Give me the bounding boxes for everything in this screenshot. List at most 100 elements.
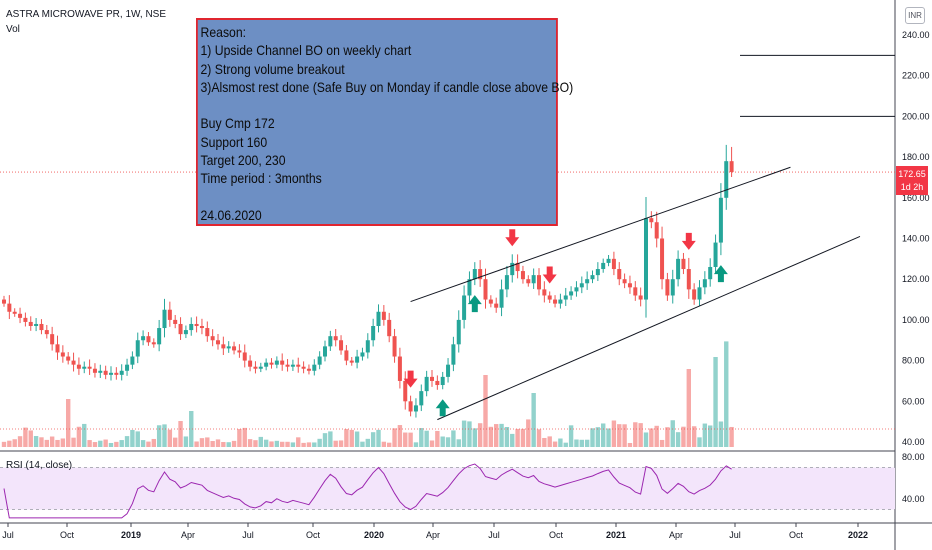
candle-body bbox=[183, 330, 188, 335]
candle-body bbox=[387, 319, 392, 337]
candle-body bbox=[392, 336, 397, 357]
volume-bar bbox=[595, 427, 601, 447]
time-tick-label: Apr bbox=[669, 530, 683, 540]
candle-body bbox=[285, 364, 290, 367]
price-tick-label: 160.00 bbox=[902, 193, 930, 203]
candle-body bbox=[7, 303, 12, 312]
time-tick-label: Apr bbox=[426, 530, 440, 540]
analysis-note[interactable]: Reason: 1) Upside Channel BO on weekly c… bbox=[196, 18, 573, 226]
rsi-tick-label: 40.00 bbox=[902, 494, 925, 504]
time-tick-label: Jul bbox=[729, 530, 741, 540]
candle-body bbox=[248, 360, 253, 367]
volume-bar bbox=[681, 426, 686, 447]
volume-bar bbox=[39, 437, 44, 447]
volume-bar bbox=[194, 441, 199, 447]
volume-bar bbox=[237, 429, 242, 447]
candle-body bbox=[547, 295, 552, 300]
candles bbox=[2, 144, 734, 418]
candle-body bbox=[71, 360, 76, 365]
volume-bar bbox=[199, 438, 205, 447]
candle-body bbox=[194, 323, 199, 327]
price-tick-label: 80.00 bbox=[902, 356, 925, 366]
volume-bar bbox=[563, 442, 568, 447]
volume-bar bbox=[531, 393, 536, 447]
rsi-label: RSI (14, close) bbox=[6, 460, 73, 471]
volume-bar bbox=[44, 439, 49, 447]
time-tick-label: Oct bbox=[789, 530, 804, 540]
volume-bar bbox=[670, 420, 675, 447]
note-line bbox=[201, 97, 557, 115]
candle-body bbox=[39, 323, 44, 331]
candle-body bbox=[494, 303, 499, 308]
volume-bar bbox=[7, 440, 12, 447]
note-line: Target 200, 230 bbox=[200, 153, 286, 169]
volume-bar bbox=[702, 423, 708, 447]
candle-body bbox=[729, 161, 734, 173]
volume-bar bbox=[627, 442, 633, 447]
volume-bar bbox=[33, 436, 39, 447]
axes: 240.00 220.00 200.00 180.00 160.00 140.00 120.… bbox=[2, 30, 929, 540]
candle-body bbox=[478, 269, 483, 280]
candle-body bbox=[563, 295, 568, 300]
candle-body bbox=[467, 279, 472, 296]
candle-body bbox=[510, 262, 515, 276]
volume-bar bbox=[49, 436, 55, 447]
candle-body bbox=[526, 279, 531, 284]
candle-body bbox=[167, 309, 172, 320]
volume-bar bbox=[724, 341, 729, 447]
candle-body bbox=[210, 336, 215, 341]
candle-body bbox=[92, 368, 97, 373]
volume-bar bbox=[167, 429, 173, 447]
candle-body bbox=[55, 344, 60, 353]
note-line: Buy Cmp 172 bbox=[200, 116, 275, 132]
candle-body bbox=[312, 364, 317, 371]
candle-body bbox=[301, 366, 306, 369]
candle-body bbox=[125, 364, 130, 371]
volume-bar bbox=[108, 442, 114, 447]
volume-bar bbox=[210, 441, 215, 447]
candle-body bbox=[595, 269, 600, 276]
volume-bar bbox=[708, 425, 713, 447]
candle-body bbox=[103, 370, 108, 375]
candle-body bbox=[654, 222, 659, 239]
volume-bar bbox=[413, 442, 419, 447]
candle-body bbox=[189, 323, 194, 331]
volume-bar bbox=[477, 423, 483, 447]
signal-arrows bbox=[403, 229, 728, 417]
candle-body bbox=[681, 258, 686, 270]
candle-body bbox=[531, 275, 536, 284]
candle-body bbox=[627, 283, 632, 288]
candle-body bbox=[692, 289, 697, 300]
volume-bar bbox=[456, 439, 461, 447]
time-tick-label: 2020 bbox=[364, 530, 384, 540]
candle-body bbox=[365, 340, 370, 353]
candle-body bbox=[349, 360, 354, 363]
currency-badge[interactable]: INR bbox=[905, 7, 925, 24]
volume-bars bbox=[1, 341, 734, 447]
candle-body bbox=[237, 350, 242, 353]
volume-bar bbox=[718, 421, 724, 447]
note-line: 1) Upside Channel BO on weekly chart bbox=[200, 43, 412, 59]
candle-body bbox=[333, 336, 338, 341]
candle-body bbox=[424, 376, 429, 392]
candle-body bbox=[226, 346, 231, 349]
volume-bar bbox=[173, 437, 178, 447]
volume-bar bbox=[686, 369, 691, 447]
candle-body bbox=[606, 258, 611, 263]
candle-body bbox=[660, 238, 665, 280]
candle-body bbox=[216, 340, 220, 345]
candle-body bbox=[151, 342, 156, 345]
rsi-tick-label: 80.00 bbox=[902, 452, 925, 462]
volume-bar bbox=[606, 428, 611, 447]
time-tick-label: Oct bbox=[549, 530, 564, 540]
volume-bar bbox=[584, 439, 590, 447]
symbol-title: ASTRA MICROWAVE PR, 1W, NSE bbox=[6, 9, 167, 20]
time-tick-label: Jul bbox=[242, 530, 254, 540]
volume-bar bbox=[221, 442, 226, 447]
volume-bar bbox=[392, 428, 397, 447]
candle-body bbox=[515, 262, 520, 272]
volume-bar bbox=[510, 433, 515, 447]
volume-bar bbox=[354, 431, 360, 447]
candle-body bbox=[724, 161, 729, 198]
